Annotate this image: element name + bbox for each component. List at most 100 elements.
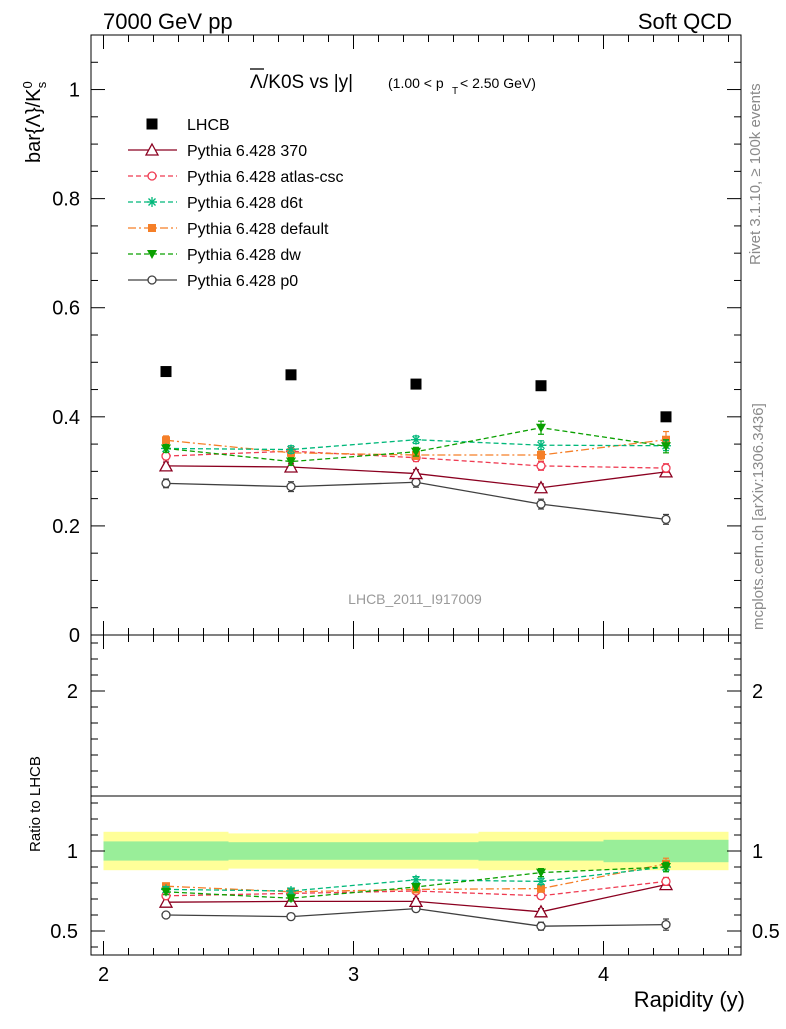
ratio-panel-frame — [90, 634, 742, 956]
band-inner-bin — [103, 841, 229, 861]
ratio-y-tick-label-right: 1 — [752, 841, 763, 863]
legend-label-dw: Pythia 6.428 dw — [187, 247, 301, 264]
legend-label-default: Pythia 6.428 default — [187, 221, 329, 238]
title-lambda: Λ — [250, 72, 263, 93]
legend-label-p0: Pythia 6.428 p0 — [187, 273, 298, 290]
ratio-y-tick-label: 1 — [67, 841, 78, 863]
title-range-close: < 2.50 GeV) — [460, 75, 536, 91]
ratio-series-d6t — [161, 862, 671, 896]
ratio-point-p370 — [408, 894, 424, 908]
ratio-point-dw — [536, 868, 546, 878]
legend-marker-p370 — [144, 142, 160, 156]
star-stroke — [287, 887, 295, 895]
legend-label-p370: Pythia 6.428 370 — [187, 143, 307, 160]
y-label-sup: 0 — [20, 81, 35, 88]
y-label-sub: s — [34, 81, 49, 88]
legend-marker-p0 — [147, 275, 157, 285]
y-label-base: bar{Λ}/K — [23, 88, 45, 163]
y-axis-label-main: bar{Λ}/K0s — [20, 81, 49, 163]
analysis-watermark: LHCB_2011_I917009 — [348, 591, 482, 607]
main-point-p370 — [533, 480, 549, 494]
band-inner-bin — [228, 842, 479, 860]
main-point-dw — [411, 447, 421, 457]
ratio-point-p370 — [533, 904, 549, 918]
main-point-dw — [286, 457, 296, 467]
main-point-atlas — [661, 463, 671, 473]
star-stroke — [287, 445, 295, 454]
main-point-d6t — [411, 434, 421, 445]
y-tick-label: 1 — [69, 80, 80, 102]
y-tick-label: 0.6 — [52, 298, 80, 320]
main-panel-marks — [158, 366, 674, 525]
star-stroke — [537, 877, 545, 886]
ratio-point-p0 — [661, 919, 671, 930]
ratio-series-dw — [161, 861, 671, 904]
star-stroke — [537, 441, 545, 450]
ratio-y-tick-label: 2 — [67, 681, 78, 703]
main-point-dw — [161, 444, 171, 454]
main-point-d6t — [536, 440, 546, 451]
title-range-open: (1.00 < p — [388, 75, 444, 91]
legend: LHCB Pythia 6.428 370 Pythia 6.428 atlas-c… — [128, 117, 344, 290]
main-series-dw — [161, 420, 671, 467]
axis-ticks: 2 3 4 0 0.2 0.4 0.6 0.8 1 0.5 0.5 1 1 2 2 — [50, 34, 780, 986]
main-point-data — [660, 411, 672, 423]
main-point-p0 — [286, 481, 296, 492]
main-point-data — [410, 378, 422, 390]
main-point-p370 — [158, 458, 174, 472]
ratio-panel-marks — [158, 857, 674, 931]
mcplots-label: mcplots.cern.ch [arXiv:1306.3436] — [750, 403, 767, 630]
ratio-point-p0 — [161, 910, 171, 920]
x-tick-label: 2 — [98, 964, 109, 986]
band-inner-bin — [603, 839, 729, 863]
main-point-p0 — [411, 477, 421, 487]
star-stroke — [412, 875, 420, 884]
ratio-y-tick-label: 0.5 — [50, 921, 78, 943]
ratio-point-p0 — [536, 921, 546, 931]
main-point-atlas — [536, 461, 546, 471]
band-inner-bin — [478, 841, 604, 861]
legend-label-atlas: Pythia 6.428 atlas-csc — [187, 169, 344, 186]
ratio-point-d6t — [536, 876, 546, 887]
ratio-y-tick-label-right: 0.5 — [752, 921, 780, 943]
main-point-p0 — [661, 514, 671, 525]
y-tick-label: 0.4 — [52, 407, 80, 429]
main-point-p0 — [536, 499, 546, 509]
title-main: /K0S vs |y| — [263, 72, 353, 93]
main-point-data — [535, 380, 547, 392]
ratio-point-dw — [161, 887, 171, 897]
main-series-data — [160, 366, 672, 423]
main-series-p0 — [161, 476, 671, 525]
ratio-point-dw — [286, 894, 296, 904]
y-tick-label: 0.2 — [52, 516, 80, 538]
legend-marker-default — [148, 224, 156, 232]
main-point-default — [162, 436, 170, 445]
main-point-dw — [661, 442, 671, 452]
plot-title: Λ /K0S vs |y| (1.00 < p T < 2.50 GeV) — [250, 68, 536, 97]
y-tick-label: 0 — [69, 625, 80, 647]
legend-marker-d6t — [147, 197, 157, 207]
x-axis-label: Rapidity (y) — [634, 987, 745, 1012]
ratio-point-p0 — [286, 911, 296, 922]
header-right: Soft QCD — [638, 9, 732, 34]
main-point-data — [285, 369, 297, 381]
ratio-point-dw — [411, 883, 421, 892]
main-point-p0 — [161, 478, 171, 489]
ratio-band — [103, 831, 729, 871]
ratio-point-default — [537, 884, 545, 893]
ratio-y-tick-label-right: 2 — [752, 681, 763, 703]
ratio-series-p0 — [161, 903, 671, 931]
main-point-d6t — [286, 444, 296, 455]
ratio-point-atlas — [536, 891, 546, 901]
main-point-p370 — [408, 466, 424, 480]
main-point-default — [537, 451, 545, 459]
main-point-dw — [536, 423, 546, 433]
ratio-point-p370 — [158, 894, 174, 908]
main-point-data — [160, 366, 172, 378]
star-stroke — [148, 198, 156, 206]
x-tick-label: 4 — [598, 964, 609, 986]
rivet-label: Rivet 3.1.10, ≥ 100k events — [747, 83, 764, 265]
ratio-point-atlas — [661, 876, 671, 887]
main-series-p370 — [158, 458, 674, 494]
